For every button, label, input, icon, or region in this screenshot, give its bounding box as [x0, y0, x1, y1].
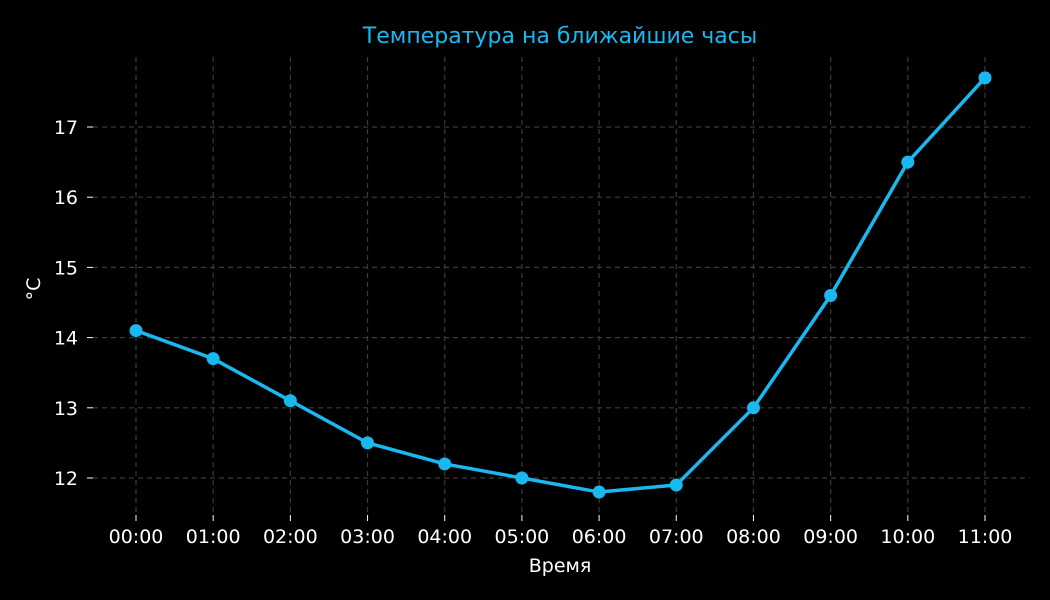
x-tick-label: 05:00 — [495, 526, 550, 548]
x-tick-label: 02:00 — [263, 526, 318, 548]
x-tick-label: 08:00 — [726, 526, 781, 548]
x-tick-label: 11:00 — [958, 526, 1013, 548]
series-line — [134, 76, 987, 494]
y-tick-labels: 12 13 14 15 16 17 — [54, 117, 78, 490]
data-point-marker — [978, 71, 992, 85]
x-tick-label: 09:00 — [803, 526, 858, 548]
x-tick-label: 07:00 — [649, 526, 704, 548]
data-point-marker — [592, 485, 606, 499]
data-point-marker — [438, 457, 452, 471]
y-tick-marks — [87, 126, 93, 479]
data-point-marker — [901, 155, 915, 169]
x-tick-label: 01:00 — [186, 526, 241, 548]
y-tick-label: 13 — [54, 398, 78, 420]
data-point-marker — [206, 352, 220, 366]
y-tick-label: 16 — [54, 187, 78, 209]
data-point-marker — [361, 436, 375, 450]
x-tick-label: 00:00 — [109, 526, 164, 548]
chart-title: Температура на ближайшие часы — [362, 24, 758, 49]
x-tick-label: 06:00 — [572, 526, 627, 548]
y-tick-label: 17 — [54, 117, 78, 139]
y-axis-label: °C — [23, 278, 45, 301]
data-point-marker — [129, 324, 143, 338]
grid — [93, 57, 1030, 515]
y-tick-label: 12 — [54, 468, 78, 490]
y-tick-label: 15 — [54, 257, 78, 279]
x-tick-label: 03:00 — [340, 526, 395, 548]
series-layer — [129, 71, 992, 499]
data-point-marker — [669, 478, 683, 492]
data-point-marker — [746, 401, 760, 415]
x-axis-label: Время — [529, 555, 592, 577]
data-point-marker — [824, 288, 838, 302]
data-point-marker — [515, 471, 529, 485]
data-point-marker — [283, 394, 297, 408]
x-tick-label: 10:00 — [880, 526, 935, 548]
x-tick-label: 04:00 — [417, 526, 472, 548]
x-tick-marks — [135, 515, 986, 521]
x-tick-labels: 00:00 01:00 02:00 03:00 04:00 05:00 06:00 07:00… — [109, 526, 1013, 548]
y-tick-label: 14 — [54, 328, 78, 350]
